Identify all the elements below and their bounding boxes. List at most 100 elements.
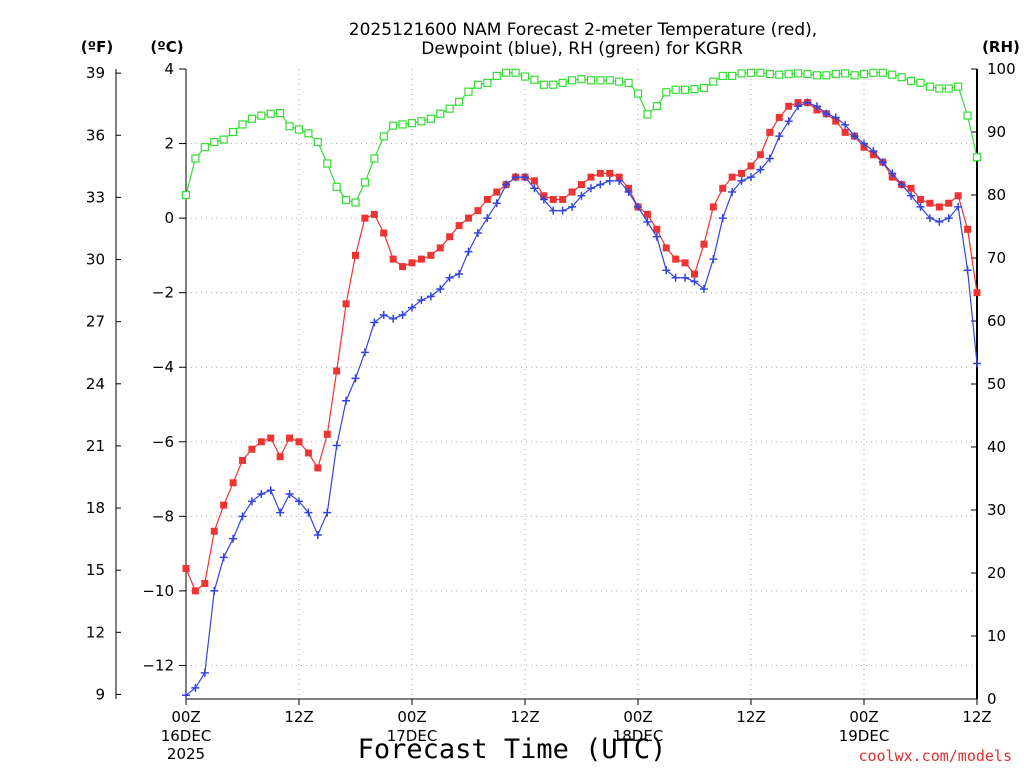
celsius-tick-label: −8: [152, 507, 174, 525]
dewpoint-point: [860, 139, 868, 148]
dewpoint-point: [229, 534, 238, 543]
rh-point: [379, 132, 388, 141]
temperature-point: [370, 210, 378, 218]
rh-point: [718, 71, 727, 81]
dewpoint-point: [699, 284, 708, 293]
temperature-point: [681, 259, 689, 267]
rh-point: [906, 76, 916, 86]
x-tick-label: 00Z: [397, 708, 426, 726]
rh-point: [803, 69, 812, 79]
temperature-point: [653, 225, 661, 233]
dewpoint-point: [511, 173, 520, 182]
temperature-point: [691, 270, 698, 278]
temperature-point: [766, 128, 774, 136]
x-tick-date-label: 17DEC: [387, 727, 438, 745]
rh-point: [257, 111, 266, 120]
chart-title-line2: Dewpoint (blue), RH (green) for KGRR: [421, 39, 743, 59]
temperature-point: [700, 240, 708, 248]
rh-point: [502, 68, 511, 77]
rh-point: [304, 129, 313, 138]
dewpoint-point: [379, 311, 388, 320]
temperature-point: [973, 289, 981, 297]
rh-point: [219, 135, 228, 144]
dewpoint-point: [445, 273, 454, 282]
dewpoint-point: [473, 229, 482, 238]
temperature-point: [493, 188, 501, 196]
temperature-point: [917, 195, 924, 203]
rh-point: [191, 154, 200, 163]
rh-point: [266, 109, 275, 118]
temperature-point: [709, 203, 717, 211]
dewpoint-point: [295, 497, 303, 506]
dewpoint-point: [690, 277, 699, 286]
celsius-tick-label: −6: [152, 433, 174, 451]
temperature-point: [201, 579, 209, 587]
rh-point: [454, 97, 464, 106]
dewpoint-point: [436, 284, 445, 293]
dewpoint-point: [398, 311, 407, 320]
rh-point: [276, 108, 285, 118]
rh-point: [878, 68, 887, 77]
dewpoint-point: [747, 173, 755, 182]
rh-point: [285, 122, 294, 131]
temperature-point: [436, 244, 444, 252]
rh-tick-label: 20: [987, 564, 1006, 582]
rh-point: [332, 182, 341, 191]
rh-point: [228, 127, 238, 137]
rh-point: [728, 71, 737, 81]
rh-point: [963, 111, 972, 120]
temperature-point: [417, 255, 425, 263]
rh-point: [417, 117, 426, 126]
temperature-point: [568, 188, 576, 196]
rh-point: [511, 68, 520, 77]
rh-point: [323, 159, 332, 168]
rh-point: [822, 71, 831, 80]
dewpoint-point: [266, 486, 275, 495]
temperature-point: [380, 229, 388, 237]
rh-tick-label: 80: [987, 186, 1006, 204]
temperature-point: [248, 445, 256, 453]
dewpoint-point: [210, 586, 219, 595]
fahrenheit-unit-label: (ºF): [81, 38, 113, 56]
rh-point: [972, 153, 982, 162]
dewpoint-point: [586, 184, 595, 193]
fahrenheit-tick-label: 9: [95, 685, 105, 703]
rh-point: [812, 71, 822, 80]
dewpoint-point: [257, 489, 266, 498]
temperature-point: [662, 244, 670, 252]
x-tick-label: 00Z: [171, 708, 200, 726]
rh-tick-label: 10: [987, 627, 1006, 645]
rh-point: [699, 83, 709, 93]
temperature-point: [483, 195, 491, 203]
temperature-point: [257, 438, 265, 446]
rh-point: [605, 76, 614, 85]
temperature-point: [342, 300, 350, 308]
celsius-tick-label: −2: [152, 284, 174, 302]
dewpoint-point: [304, 508, 313, 517]
temperature-point: [775, 113, 783, 121]
rh-tick-label: 0: [987, 690, 997, 708]
rh-point: [181, 190, 191, 200]
temperature-point: [785, 102, 793, 110]
dewpoint-point: [869, 147, 878, 156]
temperature-point: [559, 195, 567, 203]
x-tick-label: 00Z: [849, 708, 878, 726]
rh-point: [360, 178, 370, 187]
rh-point: [624, 78, 633, 87]
rh-unit-label: (RH): [982, 38, 1020, 56]
dewpoint-point: [521, 173, 529, 182]
fahrenheit-tick-label: 24: [86, 375, 105, 393]
rh-tick-label: 100: [987, 60, 1016, 78]
celsius-tick-label: −12: [142, 656, 174, 674]
temperature-point: [596, 169, 604, 177]
rh-point: [200, 143, 209, 152]
rh-point: [398, 120, 407, 129]
temperature-point: [455, 222, 463, 230]
temperature-point: [587, 173, 595, 181]
temperature-point: [954, 192, 962, 200]
rh-point: [954, 82, 963, 91]
dewpoint-point: [841, 120, 850, 129]
temperature-point: [945, 199, 953, 207]
dewpoint-point: [323, 508, 332, 517]
rh-point: [294, 125, 304, 134]
